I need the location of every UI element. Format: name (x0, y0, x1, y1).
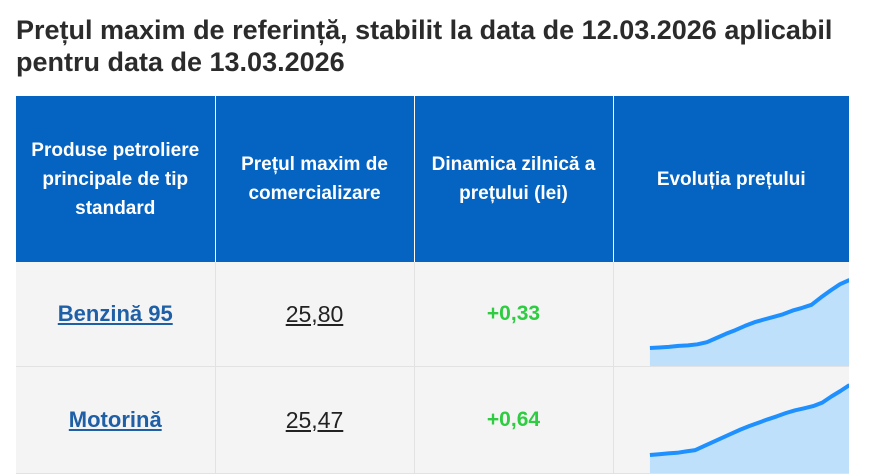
max-price-value: 25,47 (285, 406, 344, 433)
price-trend-sparkline (649, 278, 849, 366)
column-header-daily-change: Dinamica zilnică a prețului (lei) (414, 96, 614, 262)
change-cell: +0,64 (414, 366, 614, 474)
table-header-row: Produse petroliere principale de tip sta… (16, 96, 849, 262)
price-cell: 25,80 (215, 262, 415, 367)
sparkline-line (649, 278, 849, 350)
price-table: Produse petroliere principale de tip sta… (16, 96, 849, 474)
table-row: Motorină 25,47 +0,64 (16, 366, 849, 474)
page-title: Prețul maxim de referință, stabilit la d… (16, 15, 833, 77)
product-link-motorina[interactable]: Motorină (68, 407, 162, 432)
product-link-benzina-95[interactable]: Benzină 95 (57, 301, 173, 326)
price-cell: 25,47 (215, 366, 415, 474)
column-header-price: Prețul maxim de comercializare (215, 96, 415, 262)
daily-change-value: +0,33 (486, 302, 541, 325)
daily-change-value: +0,64 (486, 408, 541, 431)
product-cell: Motorină (16, 366, 216, 474)
trend-cell (613, 366, 849, 474)
sparkline-line (649, 383, 849, 457)
max-price-value: 25,80 (285, 300, 344, 327)
product-cell: Benzină 95 (16, 262, 216, 367)
price-trend-sparkline (649, 383, 849, 473)
column-header-price-evolution: Evoluția prețului (613, 96, 849, 262)
change-cell: +0,33 (414, 262, 614, 367)
trend-cell (613, 262, 849, 367)
table-row: Benzină 95 25,80 +0,33 (16, 262, 849, 367)
column-header-product: Produse petroliere principale de tip sta… (16, 96, 216, 262)
sparkline-area (649, 385, 849, 473)
